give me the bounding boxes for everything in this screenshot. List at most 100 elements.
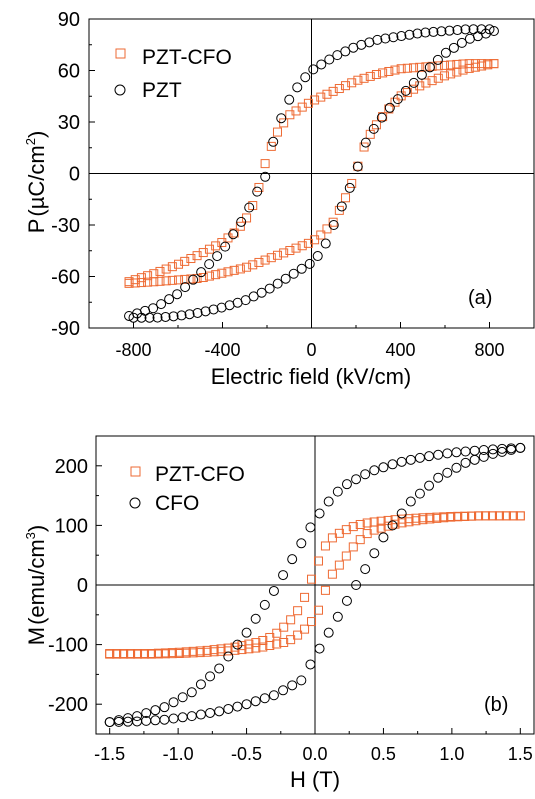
data-point-cfo (104, 717, 115, 728)
data-point-cfo (405, 496, 416, 507)
panel-b: -1.5 -1.0 -0.5 0.0 0.5 1.0 1.5-200-1000100200 … (23, 435, 535, 792)
data-point-cfo (332, 486, 343, 497)
data-point-pzt (408, 77, 419, 88)
data-point-pzt-cfo (439, 71, 449, 81)
data-point-pzt-cfo (149, 269, 159, 279)
data-point-pzt-cfo (341, 525, 351, 535)
data-point-cfo (341, 479, 352, 490)
data-point-pzt-cfo (235, 264, 245, 274)
data-point-pzt-cfo (362, 518, 372, 528)
data-point-cfo (369, 548, 380, 559)
data-point-pzt-cfo (272, 250, 282, 260)
data-point-pzt-cfo (248, 201, 258, 211)
data-point-cfo (341, 595, 352, 606)
data-point-cfo (414, 488, 425, 499)
data-point-pzt-cfo (188, 648, 198, 658)
data-point-pzt-cfo (446, 60, 456, 70)
x-tick-label: -400 (204, 340, 240, 360)
data-point-cfo (433, 472, 444, 483)
data-point-cfo (122, 713, 133, 724)
data-point-pzt-cfo (353, 75, 363, 85)
data-point-cfo (424, 480, 435, 491)
x-tick-label: 800 (474, 340, 504, 360)
data-point-pzt-cfo (439, 513, 449, 523)
data-point-pzt-cfo (155, 266, 165, 276)
data-point-pzt-cfo (313, 605, 323, 615)
data-point-pzt-cfo (427, 61, 437, 71)
data-point-pzt-cfo (223, 267, 233, 277)
data-point-pzt (144, 312, 155, 323)
data-point-pzt-cfo (483, 60, 493, 70)
data-point-pzt-cfo (153, 649, 163, 659)
panel-label-b: (b) (484, 694, 508, 716)
data-point-pzt (292, 82, 303, 93)
data-point-pzt-cfo (427, 76, 437, 86)
x-tick-label: 0.0 (302, 744, 327, 764)
data-point-pzt-cfo (260, 159, 270, 169)
axes-lines (89, 19, 534, 328)
legend-marker-pzt-cfo (130, 466, 141, 477)
data-point-pzt (448, 42, 459, 53)
data-point-pzt (236, 216, 247, 227)
data-point-pzt (312, 251, 323, 262)
data-point-cfo (506, 444, 517, 455)
data-point-cfo (168, 713, 179, 724)
data-point-pzt-cfo (293, 606, 303, 616)
data-point-pzt-cfo (126, 649, 136, 659)
data-point-pzt-cfo (235, 221, 245, 231)
data-point-pzt (240, 295, 251, 306)
data-point-cfo (159, 714, 170, 725)
data-point-cfo (387, 459, 398, 470)
data-point-cfo (177, 712, 188, 723)
data-point-pzt (244, 202, 255, 213)
data-point-pzt-cfo (161, 276, 171, 286)
data-point-pzt (152, 312, 163, 323)
data-point-pzt-cfo (286, 635, 296, 645)
data-point-pzt-cfo (174, 648, 184, 658)
data-point-pzt-cfo (180, 256, 190, 266)
data-point-pzt (372, 34, 383, 45)
data-point-cfo (205, 671, 216, 682)
y-label-sup: 3 (23, 532, 38, 539)
data-point-pzt-cfo (404, 517, 414, 527)
data-point-pzt-cfo (376, 516, 386, 526)
data-point-pzt-cfo (230, 645, 240, 655)
data-point-pzt (252, 186, 263, 197)
data-point-pzt-cfo (119, 649, 129, 659)
data-point-pzt-cfo (211, 270, 221, 280)
data-point-cfo (360, 469, 371, 480)
data-point-pzt (296, 263, 307, 274)
data-point-pzt (248, 291, 259, 302)
data-point-cfo (268, 690, 279, 701)
data-point-pzt-cfo (146, 649, 156, 659)
data-point-pzt-cfo (300, 624, 310, 634)
data-point-pzt (176, 310, 187, 321)
legend-label-pzt-cfo: PZT-CFO (155, 463, 245, 486)
data-point-pzt-cfo (415, 62, 425, 72)
data-point-pzt-cfo (310, 235, 320, 245)
data-point-cfo (451, 462, 462, 473)
data-point-cfo (314, 643, 325, 654)
legend-marker-cfo (129, 497, 141, 509)
data-point-pzt-cfo (174, 275, 184, 285)
data-point-pzt-cfo (489, 59, 499, 69)
legend-label-pzt-cfo: PZT-CFO (142, 46, 232, 69)
data-point-pzt (328, 220, 339, 230)
data-point-cfo (250, 696, 261, 707)
data-point-pzt-cfo (211, 241, 221, 251)
data-point-pzt-cfo (293, 630, 303, 640)
ticks: -1.5 -1.0 -0.5 0.0 0.5 1.0 1.5 -200 -100 0 100 200 (48, 456, 533, 764)
data-point-pzt-cfo (474, 511, 484, 521)
data-point-pzt-cfo (143, 271, 153, 281)
data-point-pzt (396, 31, 407, 42)
data-point-pzt-cfo (327, 533, 337, 543)
data-point-pzt-cfo (390, 519, 400, 529)
data-point-pzt-cfo (334, 560, 344, 570)
data-point-pzt-cfo (446, 69, 456, 79)
y-tick-label: 60 (58, 61, 80, 83)
data-point-pzt-cfo (186, 274, 196, 284)
y-tick-label: -200 (48, 694, 88, 716)
data-point-pzt-cfo (464, 63, 474, 73)
data-point-cfo (351, 580, 362, 590)
data-point-cfo (378, 462, 389, 473)
